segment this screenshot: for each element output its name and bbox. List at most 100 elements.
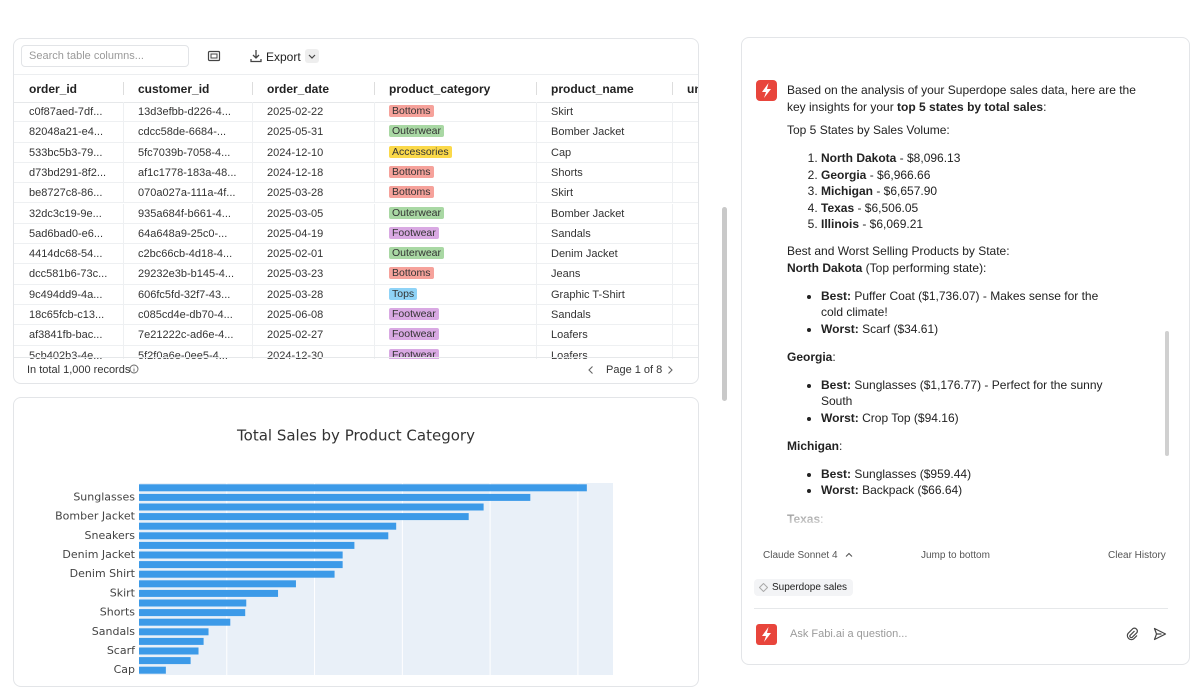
context-chip[interactable]: Superdope sales (754, 579, 854, 596)
cell: 5cb402b3-4e... (29, 349, 103, 359)
bar (139, 666, 166, 674)
state-section: Michigan:Best: Sunglasses ($959.44)Worst… (787, 438, 1127, 499)
y-tick-label: Bomber Jacket (55, 510, 136, 523)
state-name: Georgia (821, 167, 867, 182)
cell-border (123, 284, 124, 305)
page-scrollbar[interactable] (722, 207, 727, 401)
column-separator (252, 82, 253, 95)
column-header[interactable]: order_id (29, 82, 78, 96)
bar (139, 628, 209, 636)
search-input[interactable]: Search table columns... (21, 45, 189, 67)
state-heading-name: North Dakota (787, 261, 863, 275)
cell: 2024-12-10 (267, 146, 324, 159)
column-separator (672, 82, 673, 95)
products-heading: Best and Worst Selling Products by State… (787, 244, 1010, 258)
cell-border (374, 183, 375, 204)
bar (139, 493, 531, 501)
state-value: - $6,966.66 (866, 167, 931, 182)
cell-border (672, 223, 673, 244)
state-name: North Dakota (821, 151, 897, 165)
cell: Footwear (389, 308, 439, 320)
header-row: order_id customer_id order_date product_cat… (14, 75, 698, 103)
product-text: Sunglasses ($959.44) (851, 466, 972, 481)
model-selector[interactable]: Claude Sonnet 4 (763, 550, 838, 561)
export-icon[interactable] (249, 49, 263, 63)
cell: Shorts (551, 166, 583, 179)
next-page[interactable] (665, 365, 675, 375)
cell: 2025-03-28 (267, 288, 324, 301)
cell: 2025-03-23 (267, 268, 324, 281)
cell-border (123, 244, 124, 265)
category-badge: Footwear (389, 348, 439, 359)
chat-messages: Based on the analysis of your Superdope … (742, 38, 1162, 536)
cell: Bomber Jacket (551, 207, 625, 220)
table-row: 5cb402b3-4e... 5f2f0a6e-0ee5-4... 2024-12-… (14, 345, 698, 359)
clear-history[interactable]: Clear History (1108, 550, 1166, 561)
export-button[interactable]: Export (266, 50, 301, 64)
cell: Outerwear (389, 125, 445, 138)
prev-page[interactable] (586, 365, 596, 375)
bar (139, 580, 296, 588)
cell-border (252, 244, 253, 265)
product-item: Worst: Scarf ($34.61) (821, 321, 1121, 338)
state-heading-suffix: : (839, 439, 843, 453)
product-label: Worst: (821, 321, 859, 336)
chat-scrollbar[interactable] (1165, 331, 1169, 456)
cell: Footwear (389, 328, 439, 341)
attach-button[interactable] (1125, 627, 1139, 641)
jump-to-bottom[interactable]: Jump to bottom (921, 550, 990, 561)
column-header[interactable]: product_name (551, 82, 634, 96)
input-divider (754, 608, 1168, 609)
table-row: c0f87aed-7df... 13d3efbb-d226-4... 2025-02… (14, 102, 698, 123)
cell-border (672, 345, 673, 359)
table-row: 18c65fcb-c13... c085cd4e-db70-4... 2025-06… (14, 305, 698, 326)
cell: Skirt (551, 187, 573, 200)
cell-border (252, 305, 253, 325)
cell: Footwear (389, 226, 439, 239)
cell-border (672, 284, 673, 305)
send-button[interactable] (1153, 627, 1167, 641)
state-value: - $6,506.05 (854, 200, 919, 215)
cell-border (123, 162, 124, 183)
input-avatar (756, 624, 777, 645)
plot-background (139, 483, 613, 675)
product-text: Scarf ($34.61) (858, 321, 939, 336)
cell-border (536, 305, 537, 325)
model-chevron[interactable] (844, 550, 854, 560)
cell-border (123, 264, 124, 285)
export-dropdown[interactable] (305, 49, 319, 63)
cell: 2025-03-28 (267, 187, 324, 200)
chat-input[interactable]: Ask Fabi.ai a question... (790, 628, 908, 640)
column-header[interactable]: order_date (267, 82, 330, 96)
cell-border (536, 284, 537, 305)
column-header[interactable]: customer_id (138, 82, 210, 96)
cell-border (672, 325, 673, 346)
cell-border (252, 345, 253, 359)
expand-icon[interactable] (207, 49, 221, 63)
cell-border (672, 142, 673, 163)
cell: Bomber Jacket (551, 126, 625, 139)
bar (139, 532, 389, 540)
info-icon[interactable] (129, 364, 139, 374)
bar (139, 637, 204, 645)
category-badge: Bottoms (389, 186, 434, 199)
column-header[interactable]: product_category (389, 82, 491, 96)
bar (139, 657, 191, 665)
cell: 2025-06-08 (267, 309, 324, 321)
cell: 2024-12-30 (267, 349, 324, 359)
cell: dcc581b6-73c... (29, 268, 108, 281)
cell-border (252, 102, 253, 122)
column-header[interactable]: un (687, 82, 698, 96)
cell: 2024-12-18 (267, 166, 324, 179)
product-text: Crop Top ($94.16) (858, 410, 959, 425)
product-label: Worst: (821, 410, 859, 425)
cell: af3841fb-bac... (29, 329, 103, 342)
page-indicator: Page 1 of 8 (606, 364, 663, 376)
context-chip-label: Superdope sales (772, 582, 848, 593)
cell: 2025-04-19 (267, 227, 324, 240)
table-row: 4414dc68-54... c2bc66cb-4d18-4... 2025-02-… (14, 244, 698, 265)
footer-divider (14, 357, 698, 358)
cell-border (536, 142, 537, 163)
chart-card: Total Sales by Product Category Sunglass… (13, 397, 699, 687)
